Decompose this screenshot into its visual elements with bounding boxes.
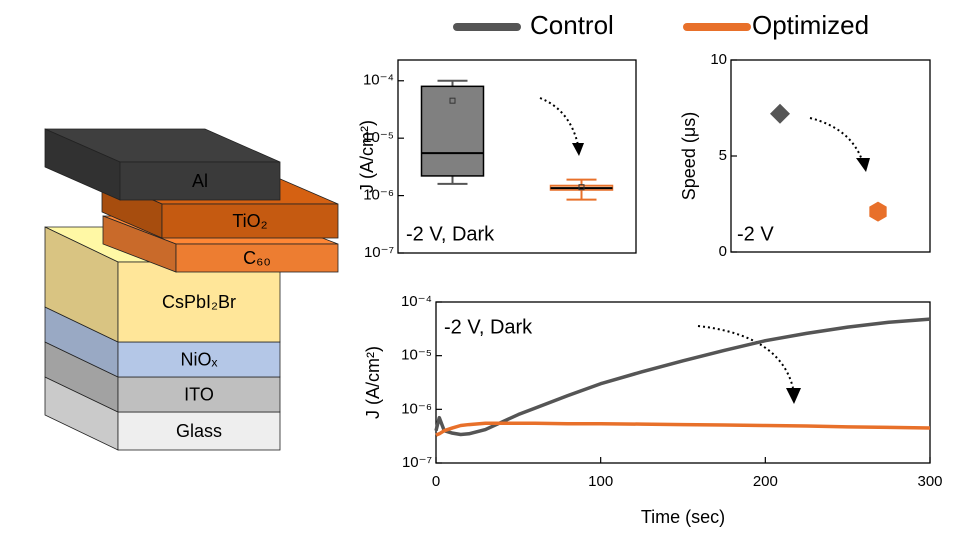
legend-label: Optimized — [752, 10, 869, 40]
arrow-head — [572, 143, 584, 156]
y-tick-label: 10 — [710, 51, 727, 68]
y-tick-label: 0 — [719, 243, 727, 260]
device-stack: Glass ITO NiOₓ CsPbI₂Br C₆₀ TiO₂ Al — [44, 128, 339, 451]
y-tick-label: 10⁻⁷ — [402, 454, 432, 471]
layer-label: NiOₓ — [181, 349, 218, 369]
y-tick-label: 10⁻⁵ — [401, 347, 432, 364]
plot-frame — [435, 301, 931, 464]
annotation: -2 V, Dark — [444, 316, 533, 338]
layer-label: Glass — [176, 421, 222, 441]
y-axis-label: J (A/cm²) — [363, 346, 383, 419]
y-tick-label: 10⁻⁶ — [363, 187, 394, 204]
arrows — [539, 97, 870, 404]
trend-arrow — [809, 117, 863, 161]
trend-arrow — [539, 97, 579, 146]
layer-label: CsPbI₂Br — [162, 292, 236, 312]
annotation: -2 V — [737, 223, 774, 245]
box — [420, 85, 485, 177]
plot-frame — [397, 59, 637, 254]
line-series — [435, 421, 931, 437]
x-tick-label: 100 — [588, 473, 613, 490]
point — [869, 201, 887, 222]
point — [770, 103, 790, 124]
y-axis-label: J (A/cm²) — [357, 120, 377, 193]
layer-label: C₆₀ — [243, 248, 271, 268]
layer-front — [119, 161, 281, 201]
mean-marker — [578, 184, 585, 191]
layer-front — [117, 261, 281, 343]
y-tick-label: 10⁻⁴ — [401, 293, 432, 310]
x-axis-label: Time (sec) — [641, 507, 725, 527]
y-tick-label: 10⁻⁵ — [363, 129, 394, 146]
layer-label: ITO — [184, 384, 214, 404]
layer-front — [161, 203, 339, 239]
layer-front — [117, 341, 281, 378]
arrow-head — [786, 388, 801, 404]
x-tick-label: 200 — [753, 473, 778, 490]
x-tick-label: 0 — [432, 473, 440, 490]
layer-front — [117, 411, 281, 451]
x-tick-label: 300 — [917, 473, 942, 490]
y-tick-label: 5 — [719, 147, 727, 164]
annotation: -2 V, Dark — [406, 223, 495, 245]
legend-label: Control — [530, 10, 614, 40]
y-tick-label: 10⁻⁷ — [364, 244, 394, 261]
line-series — [434, 317, 931, 437]
y-tick-label: 10⁻⁶ — [401, 400, 432, 417]
layer-label: Al — [192, 171, 208, 191]
y-tick-label: 10⁻⁴ — [363, 72, 394, 89]
layer-front — [175, 243, 339, 273]
layer-label: TiO₂ — [232, 211, 267, 231]
trend-arrow — [697, 325, 794, 389]
mean-marker — [449, 97, 456, 104]
arrow-head — [856, 158, 870, 172]
y-axis-label: Speed (μs) — [679, 112, 699, 200]
